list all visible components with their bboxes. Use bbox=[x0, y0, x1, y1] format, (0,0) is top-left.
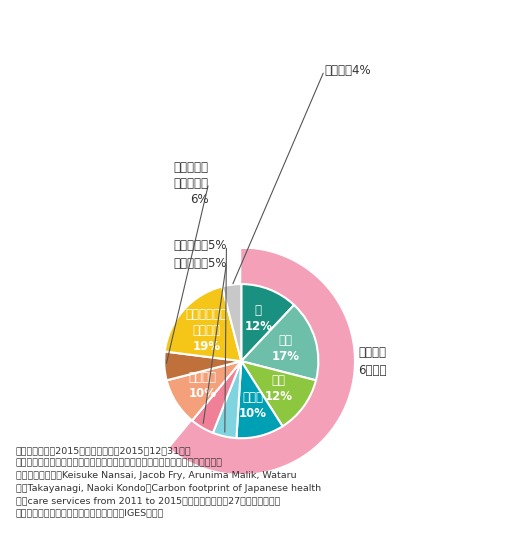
Text: 食
12%: 食 12% bbox=[244, 304, 272, 332]
Wedge shape bbox=[241, 305, 319, 380]
Text: 固定資本形成
（民間）
19%: 固定資本形成 （民間） 19% bbox=[186, 308, 227, 353]
Wedge shape bbox=[236, 361, 282, 438]
Wedge shape bbox=[170, 249, 354, 474]
Wedge shape bbox=[165, 287, 241, 361]
Text: 家計消費
6割以上: 家計消費 6割以上 bbox=[358, 346, 387, 377]
Wedge shape bbox=[222, 284, 241, 361]
Wedge shape bbox=[213, 361, 241, 438]
Wedge shape bbox=[192, 361, 241, 433]
Text: 移動
12%: 移動 12% bbox=[264, 374, 293, 403]
Text: 注：対象期間は2015年１月１日から2015年12月31日。
資料：南斉規介「産業連関表による環境負荷原単位データブック」（国立環境研
　　究所提供）、Keis: 注：対象期間は2015年１月１日から2015年12月31日。 資料：南斉規介「産… bbox=[16, 446, 321, 518]
Text: 住居
17%: 住居 17% bbox=[272, 334, 299, 363]
Wedge shape bbox=[241, 361, 316, 426]
Text: 政府消費
10%: 政府消費 10% bbox=[188, 372, 216, 401]
Wedge shape bbox=[164, 352, 241, 380]
Text: 消費財
10%: 消費財 10% bbox=[239, 391, 267, 421]
Text: レジャー　5%: レジャー 5% bbox=[173, 257, 226, 270]
Wedge shape bbox=[166, 361, 241, 421]
Text: その他　4%: その他 4% bbox=[324, 64, 371, 77]
Text: サービス　5%: サービス 5% bbox=[173, 239, 226, 252]
Wedge shape bbox=[241, 284, 294, 361]
Text: 固定資本形
成（公的）
6%: 固定資本形 成（公的） 6% bbox=[174, 161, 209, 206]
